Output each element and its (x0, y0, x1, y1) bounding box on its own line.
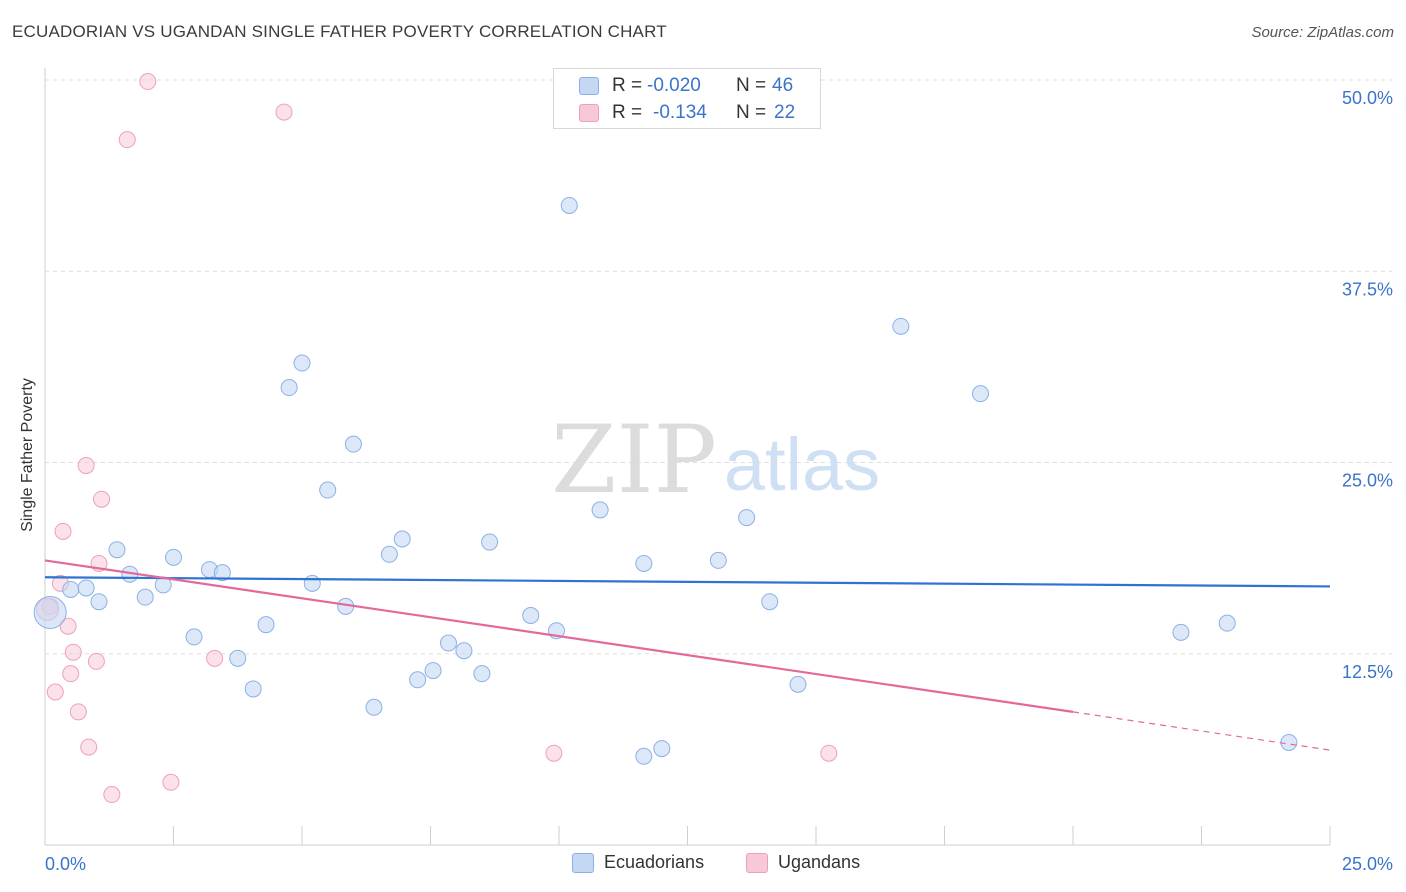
ecuadorian-point (522, 607, 540, 624)
ecuadorian-point (1172, 623, 1190, 641)
ugandan-point (275, 103, 293, 121)
ecuadorian-point (380, 545, 398, 563)
ugandan-point (820, 744, 838, 762)
ugandan-point (139, 73, 157, 91)
ecuadorian-point (393, 530, 411, 548)
correlation-legend: R = -0.020 N = 46 R = -0.134 N = 22 (553, 68, 821, 129)
legend-n-value: 46 (772, 75, 794, 96)
ecuadorian-point (136, 588, 154, 606)
ecuadorian-point (257, 616, 275, 634)
ecuadorian-point (591, 501, 609, 519)
legend-n-label: N = (736, 102, 767, 123)
x-tick-label: 0.0% (45, 854, 86, 874)
ecuadorian-point (365, 698, 383, 716)
bottom-legend-ecuadorians: Ecuadorians (572, 852, 704, 873)
ecuadorian-point (473, 665, 491, 683)
ecuadorian-point (33, 595, 67, 629)
ugandan-point (80, 738, 98, 756)
ecuadorian-point (319, 481, 337, 499)
ecuadorian-swatch (579, 77, 599, 95)
tick-labels: 12.5% 25.0% 37.5% 50.0% 0.0% 25.0% (45, 88, 1393, 874)
ugandan-point (77, 457, 95, 475)
ugandan-point (69, 703, 87, 721)
ugandan-trend-line (44, 559, 1074, 713)
legend-r-label: R = (612, 102, 643, 123)
ecuadorian-point (481, 533, 499, 551)
ecuadorian-point (244, 680, 262, 698)
ecuadorian-point (165, 548, 182, 566)
y-tick-label: 25.0% (1342, 471, 1393, 491)
ecuadorian-point (229, 649, 247, 667)
ecuadorian-point (439, 634, 457, 652)
trend-lines (44, 559, 1331, 751)
ugandan-point (64, 643, 82, 661)
watermark-zip: ZIP (551, 406, 717, 515)
watermark-atlas: atlas (724, 423, 880, 506)
ecuadorian-point (303, 574, 321, 592)
legend-n-label: N = (736, 75, 767, 96)
axes (44, 68, 1331, 846)
gridlines (45, 79, 1392, 655)
y-tick-label: 12.5% (1342, 662, 1393, 682)
ecuadorian-point (635, 747, 653, 765)
ecuadorian-legend-label: Ecuadorians (604, 852, 705, 872)
ecuadorian-point (213, 564, 231, 582)
ugandan-point (54, 522, 72, 540)
legend-r-value: -0.134 (653, 102, 707, 123)
ecuadorian-point (709, 551, 727, 569)
ecuadorian-point (424, 662, 442, 680)
legend-r-label: R = (612, 75, 643, 96)
ecuadorian-point (1280, 733, 1298, 751)
ugandan-point (46, 683, 64, 701)
ecuadorian-point (280, 379, 298, 397)
ecuadorian-point (108, 541, 126, 559)
ecuadorian-point (971, 385, 989, 403)
y-tick-label: 37.5% (1342, 279, 1393, 299)
ecuadorian-point (738, 509, 756, 527)
ecuadorian-point (653, 740, 671, 758)
ugandan-point (162, 773, 180, 791)
ugandan-point (206, 649, 224, 667)
x-tick-label: 25.0% (1342, 854, 1393, 874)
ecuadorian-point (560, 196, 578, 214)
ugandan-point (118, 131, 136, 149)
bottom-legend-ugandans: Ugandans (746, 852, 860, 873)
ugandan-point (545, 744, 563, 762)
ugandan-swatch (579, 104, 599, 122)
ugandan-legend-label: Ugandans (778, 852, 861, 872)
ecuadorian-point (635, 554, 653, 572)
ecuadorian-point (409, 671, 427, 689)
ecuadorian-point (892, 317, 910, 335)
ecuadorian-point (77, 579, 95, 597)
y-axis-label: Single Father Poverty (19, 378, 36, 532)
ugandan-point (62, 665, 80, 683)
ecuadorian-point (455, 642, 473, 660)
ugandan-legend-swatch (746, 852, 768, 873)
ecuadorian-point (789, 675, 807, 693)
ecuadorian-point (761, 593, 779, 611)
ecuadorian-point (1218, 614, 1236, 632)
y-tick-label: 50.0% (1342, 88, 1393, 108)
ugandan-point (87, 652, 105, 670)
watermark: ZIP atlas (551, 406, 880, 515)
ecuadorian-legend-swatch (572, 852, 594, 873)
legend-r-value: -0.020 (647, 75, 701, 96)
ugandan-point (93, 490, 111, 508)
ugandan-point (59, 617, 77, 635)
ecuadorian-point (344, 435, 362, 453)
ecuadorian-point (62, 580, 80, 598)
source-label: Source: ZipAtlas.com (1251, 24, 1394, 41)
ugandan-trend-extension (1072, 711, 1331, 751)
ecuadorian-trend-line (44, 576, 1331, 588)
ugandan-point (103, 786, 121, 804)
ecuadorian-point (293, 354, 311, 372)
legend-n-value: 22 (774, 102, 796, 123)
chart-title: ECUADORIAN VS UGANDAN SINGLE FATHER POVE… (12, 22, 667, 41)
ecuadorian-point (185, 628, 203, 646)
ecuadorian-point (90, 593, 108, 611)
